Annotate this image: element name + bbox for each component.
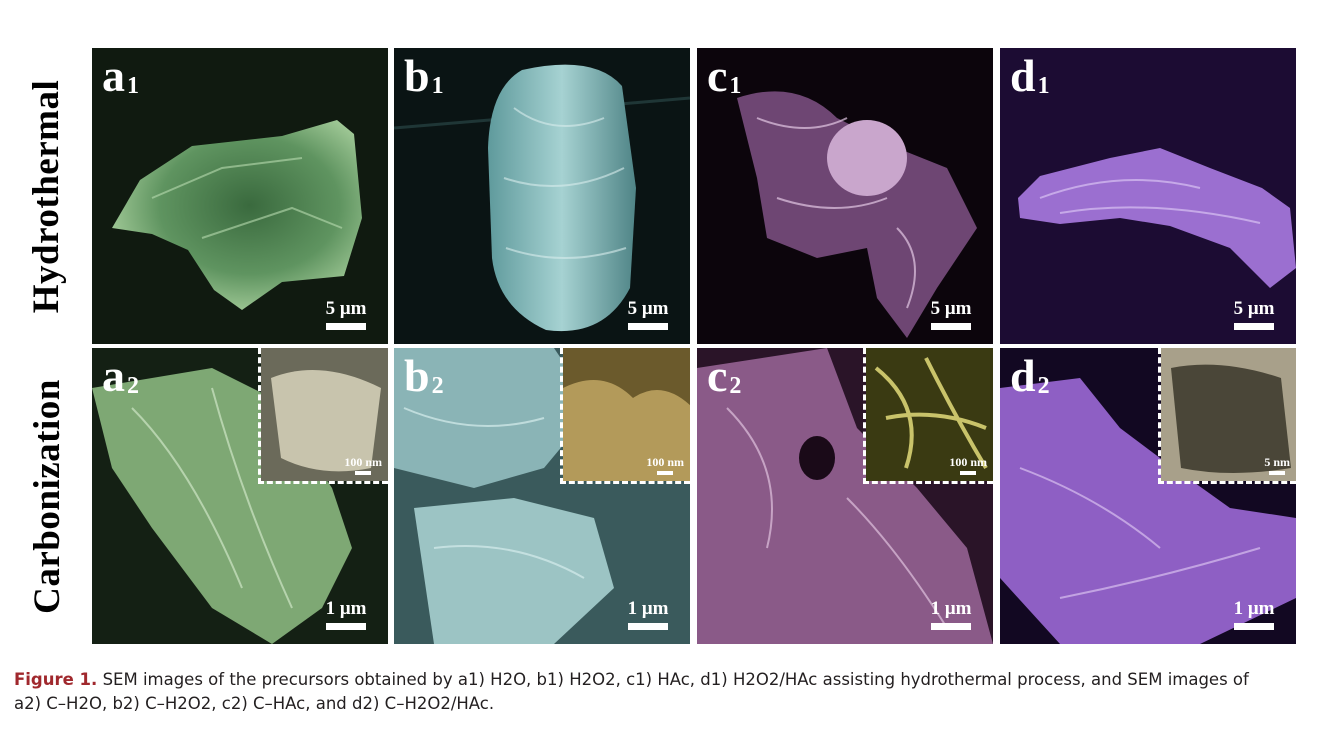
inset-image-d2 (1161, 348, 1296, 481)
panel-label-b1: b1 (404, 50, 444, 101)
panel-c1: c1 5 μm (697, 48, 993, 344)
sem-image-a1 (92, 48, 388, 344)
panel-b2: 100 nm b2 1 μm (394, 348, 690, 644)
sem-image-d2 (1000, 348, 1296, 644)
scale-bar-c2: 1 μm (929, 598, 973, 630)
row-label-hydrothermal: Hydrothermal (18, 48, 76, 344)
row-label-hydrothermal-text: Hydrothermal (26, 79, 68, 313)
inset-scale-b2: 100 nm (646, 456, 684, 475)
inset-d2: 5 nm (1158, 348, 1296, 484)
caption-label: Figure 1. (14, 670, 98, 689)
scale-bar-d1: 5 μm (1232, 298, 1276, 330)
scale-bar-d2: 1 μm (1232, 598, 1276, 630)
inset-b2: 100 nm (560, 348, 690, 484)
inset-scale-d2: 5 nm (1264, 456, 1290, 475)
panel-label-c1: c1 (707, 50, 742, 101)
panel-label-a1: a1 (102, 50, 139, 101)
panel-label-c2: c2 (707, 350, 742, 401)
scale-bar-a2: 1 μm (324, 598, 368, 630)
panel-d2: 5 nm d2 1 μm (1000, 348, 1296, 644)
inset-c2: 100 nm (863, 348, 993, 484)
inset-image-c2 (866, 348, 993, 481)
row-label-carbonization: Carbonization (18, 348, 76, 644)
scale-bar-b1: 5 μm (626, 298, 670, 330)
inset-scale-a2: 100 nm (344, 456, 382, 475)
scale-bar-c1: 5 μm (929, 298, 973, 330)
panel-a1: a1 5 μm (92, 48, 388, 344)
caption-line-2: a2) C–H2O, b2) C–H2O2, c2) C–HAc, and d2… (14, 694, 495, 713)
panel-d1: d1 5 μm (1000, 48, 1296, 344)
sem-image-c1 (697, 48, 993, 344)
inset-image-a2 (261, 348, 388, 481)
panel-c2: 100 nm c2 1 μm (697, 348, 993, 644)
panel-label-d1: d1 (1010, 50, 1050, 101)
figure-caption: Figure 1. SEM images of the precursors o… (14, 668, 1326, 716)
inset-scale-c2: 100 nm (949, 456, 987, 475)
caption-line-1: SEM images of the precursors obtained by… (102, 670, 1249, 689)
panel-label-b2: b2 (404, 350, 444, 401)
panel-a2: 100 nm a2 1 μm (92, 348, 388, 644)
panel-label-d2: d2 (1010, 350, 1050, 401)
sem-image-d1 (1000, 48, 1296, 344)
inset-a2: 100 nm (258, 348, 388, 484)
sem-image-b2 (394, 348, 690, 644)
row-label-carbonization-text: Carbonization (26, 378, 68, 614)
panel-label-a2: a2 (102, 350, 139, 401)
sem-image-b1 (394, 48, 690, 344)
scale-bar-b2: 1 μm (626, 598, 670, 630)
scale-bar-a1: 5 μm (324, 298, 368, 330)
inset-image-b2 (563, 348, 690, 481)
panel-b1: b1 5 μm (394, 48, 690, 344)
